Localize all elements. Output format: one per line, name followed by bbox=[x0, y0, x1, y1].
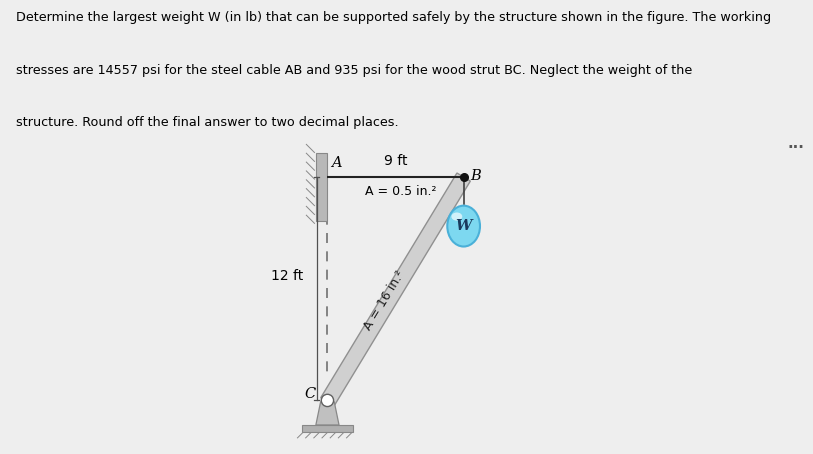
Polygon shape bbox=[321, 173, 471, 406]
Text: structure. Round off the final answer to two decimal places.: structure. Round off the final answer to… bbox=[16, 116, 398, 129]
Circle shape bbox=[321, 394, 333, 407]
Text: 9 ft: 9 ft bbox=[384, 153, 407, 168]
Text: ...: ... bbox=[788, 136, 805, 151]
Text: C: C bbox=[304, 387, 315, 400]
Bar bbox=[302, 425, 354, 432]
Bar bbox=[316, 153, 328, 221]
Ellipse shape bbox=[451, 212, 463, 221]
Polygon shape bbox=[316, 402, 339, 425]
Text: B: B bbox=[471, 169, 481, 183]
Text: Determine the largest weight W (in lb) that can be supported safely by the struc: Determine the largest weight W (in lb) t… bbox=[16, 11, 772, 24]
Text: A = 16 in.²: A = 16 in.² bbox=[362, 268, 407, 332]
Ellipse shape bbox=[447, 206, 480, 247]
Text: 12 ft: 12 ft bbox=[271, 269, 303, 283]
Text: stresses are 14557 psi for the steel cable AB and 935 psi for the wood strut BC.: stresses are 14557 psi for the steel cab… bbox=[16, 64, 693, 77]
Text: A: A bbox=[332, 156, 342, 170]
Text: W: W bbox=[455, 219, 472, 233]
Text: A = 0.5 in.²: A = 0.5 in.² bbox=[365, 185, 437, 198]
